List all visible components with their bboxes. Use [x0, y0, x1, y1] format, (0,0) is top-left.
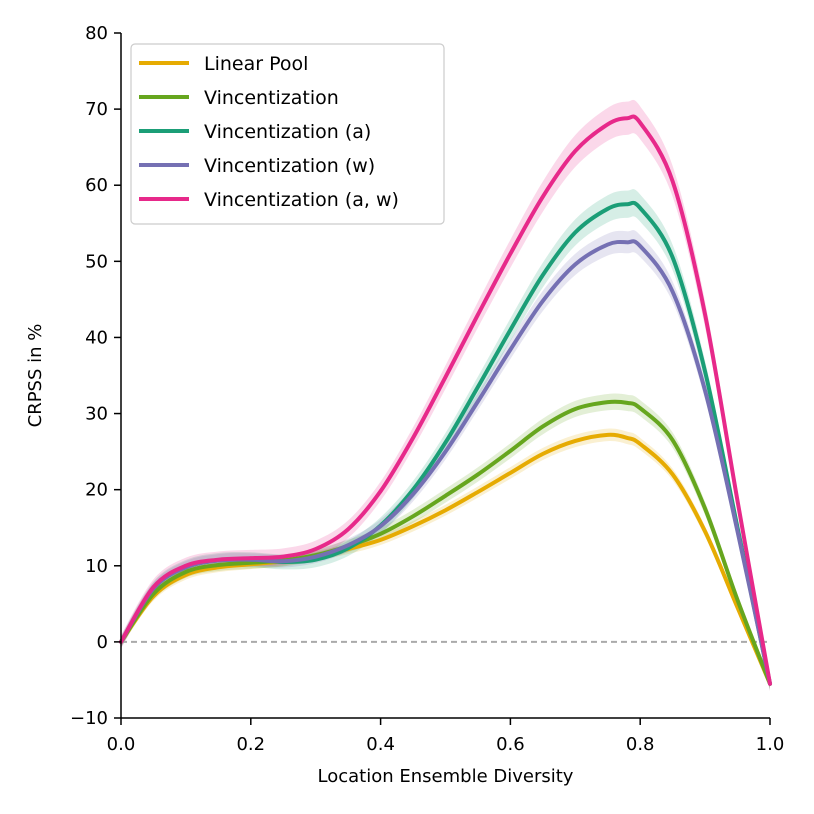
y-tick-label: 10: [85, 556, 108, 577]
x-tick-label: 0.6: [496, 734, 525, 755]
legend: Linear Pool Vincentization Vincentization …: [130, 43, 445, 225]
y-tick-label: 30: [85, 404, 108, 425]
legend-item-vincentization: Vincentization: [139, 87, 339, 109]
series-line-vincentization: [119, 399, 772, 686]
y-tick-label: 0: [97, 632, 108, 653]
x-axis-label: Location Ensemble Diversity: [318, 766, 574, 787]
x-tick-label: 0.4: [366, 734, 395, 755]
legend-item-vincentization-w: Vincentization (w): [139, 155, 375, 177]
axes: 0.0 0.2 0.4 0.6 0.8 1.0 −10 0 10 20 30 40 50 60 70 80: [70, 23, 784, 755]
x-tick-label: 0.0: [107, 734, 136, 755]
legend-label: Vincentization: [204, 87, 339, 109]
legend-item-linear-pool: Linear Pool: [139, 53, 308, 75]
y-tick-label: 50: [85, 251, 108, 272]
y-tick-label: 20: [85, 480, 108, 501]
legend-label: Vincentization (a, w): [204, 189, 399, 211]
x-tick-label: 1.0: [756, 734, 785, 755]
y-tick-label: 80: [85, 23, 108, 44]
legend-item-vincentization-a: Vincentization (a): [139, 121, 371, 143]
y-tick-label: 60: [85, 175, 108, 196]
legend-item-vincentization-a-w: Vincentization (a, w): [139, 189, 399, 211]
series-line-vincentization-w: [119, 239, 772, 686]
y-tick-label: −10: [70, 708, 108, 729]
x-axis-ticks: 0.0 0.2 0.4 0.6 0.8 1.0: [107, 718, 785, 755]
y-tick-label: 70: [85, 99, 108, 120]
series-lines: [119, 114, 772, 686]
legend-label: Linear Pool: [204, 53, 308, 75]
y-axis-label: CRPSS in %: [25, 324, 46, 428]
x-tick-label: 0.2: [236, 734, 265, 755]
y-tick-label: 40: [85, 327, 108, 348]
y-axis-ticks: −10 0 10 20 30 40 50 60 70 80: [70, 23, 121, 729]
series-line-vincentization-a-w: [119, 114, 772, 686]
legend-items: Linear Pool Vincentization Vincentization …: [139, 53, 399, 211]
legend-label: Vincentization (w): [204, 155, 375, 177]
x-tick-label: 0.8: [626, 734, 655, 755]
band-vincentization-w: [121, 230, 770, 690]
legend-box: [130, 43, 445, 225]
legend-label: Vincentization (a): [204, 121, 371, 143]
